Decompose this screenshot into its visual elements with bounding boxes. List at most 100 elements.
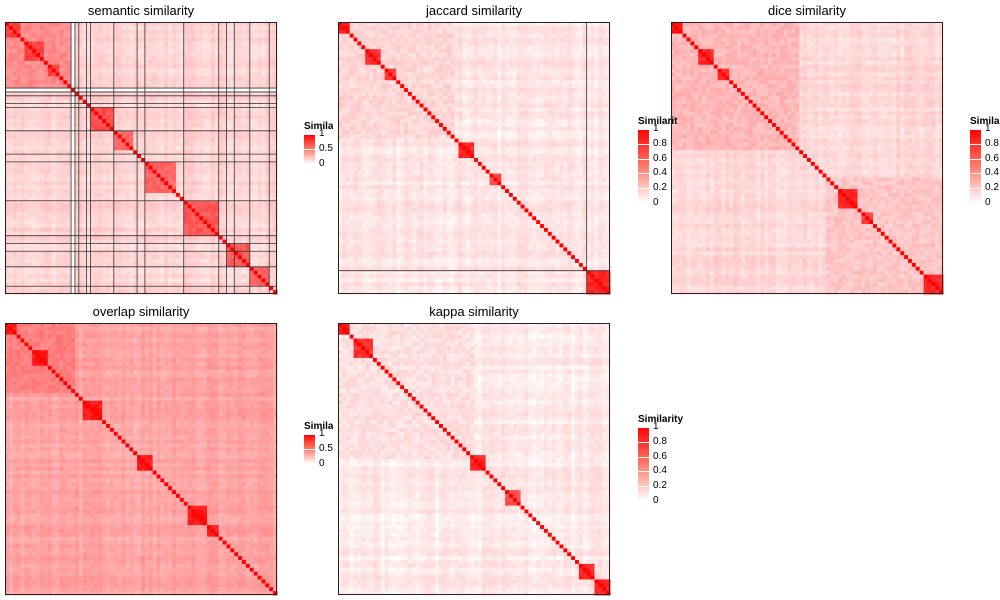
heatmap-cell [199,53,204,58]
heatmap-cell [78,243,84,248]
heatmap-cell [102,165,107,171]
heatmap-cell [199,196,204,202]
heatmap-cell [59,22,64,27]
heatmap-cell [257,173,262,178]
heatmap-cell [67,200,72,206]
heatmap-cell [183,146,189,151]
heatmap-frame [5,22,277,294]
heatmap-cell [90,64,95,70]
heatmap-cell [63,192,68,198]
heatmap-cell [195,53,200,58]
heatmap-cell [218,146,224,151]
heatmap-cell [210,231,216,237]
heatmap-cell [257,138,262,143]
heatmap-cell [133,158,138,163]
heatmap-cell [113,41,119,46]
heatmap-cell [195,251,200,256]
heatmap-cell [63,243,68,248]
heatmap-cell [179,235,185,241]
heatmap-cell [133,255,138,260]
heatmap-cell [63,95,68,101]
heatmap-cell [71,204,76,210]
heatmap-cell [78,169,84,175]
heatmap-cell [179,154,185,159]
heatmap-cell [102,173,107,178]
heatmap-cell [160,177,165,182]
heatmap-cell [168,84,173,89]
heatmap-cell [117,64,123,70]
heatmap-cell [78,29,84,35]
heatmap-cell [187,49,193,54]
heatmap-cell [125,204,130,210]
heatmap-cell [63,208,68,213]
heatmap-cell [51,200,57,206]
heatmap-cell [230,80,235,85]
heatmap-cell [28,29,33,35]
heatmap-cell [36,231,41,237]
heatmap-cell [141,99,146,105]
heatmap-cell [187,220,193,225]
heatmap-cell [90,22,95,27]
heatmap-cell [195,200,200,206]
heatmap-cell [63,29,68,35]
heatmap-cell [156,251,161,256]
heatmap-cell [24,154,29,159]
heatmap-cell [133,181,138,186]
heatmap-cell [273,251,278,256]
heatmap-cell [179,123,185,128]
heatmap-cell [148,243,154,248]
heatmap-cell [207,95,212,101]
heatmap-cell [172,25,177,31]
heatmap-cell [273,189,278,194]
heatmap-cell [183,262,189,268]
heatmap-cell [269,49,274,54]
heatmap-cell [195,56,200,62]
heatmap-cell [210,278,216,283]
heatmap-cell [36,165,41,171]
heatmap-cell [230,60,235,66]
heatmap-cell [245,196,251,202]
heatmap-cell [273,25,278,31]
heatmap-cell [43,150,49,155]
heatmap-cell [133,76,138,81]
heatmap-cell [160,274,165,279]
heatmap-cell [106,37,111,42]
heatmap-cell [160,216,165,221]
heatmap-cell [242,22,247,27]
heatmap-cell [121,138,126,143]
heatmap-cell [98,173,103,178]
heatmap-cell [133,235,138,241]
heatmap-cell [230,231,235,237]
heatmap-cell [156,22,161,27]
heatmap-cell [63,41,68,46]
heatmap-cell [249,161,255,167]
heatmap-cell [242,56,247,62]
heatmap-cell [78,212,84,217]
heatmap-cell [67,235,72,241]
panel-title-dice: dice similarity [671,3,943,18]
heatmap-cell [32,181,37,186]
heatmap-cell [187,278,193,283]
heatmap-cell [129,278,134,283]
heatmap-cell [24,134,29,140]
heatmap-cell [125,22,130,27]
heatmap-cell [203,204,208,210]
heatmap-cell [129,239,134,244]
heatmap-cell [226,119,231,124]
heatmap-cell [210,282,216,287]
heatmap-cell [450,22,456,27]
heatmap-cell [86,158,91,163]
heatmap-cell [144,76,150,81]
heatmap-cell [148,286,154,291]
heatmap-cell [249,138,255,143]
heatmap-cell [168,25,173,31]
heatmap-cell [20,216,25,221]
heatmap-cell [234,192,239,198]
heatmap-cell [43,208,49,213]
heatmap-cell [230,138,235,143]
heatmap-cell [8,33,14,39]
heatmap-cell [16,161,22,167]
heatmap-cell [32,76,37,81]
heatmap-cell [175,239,181,244]
heatmap-cell [172,212,177,217]
